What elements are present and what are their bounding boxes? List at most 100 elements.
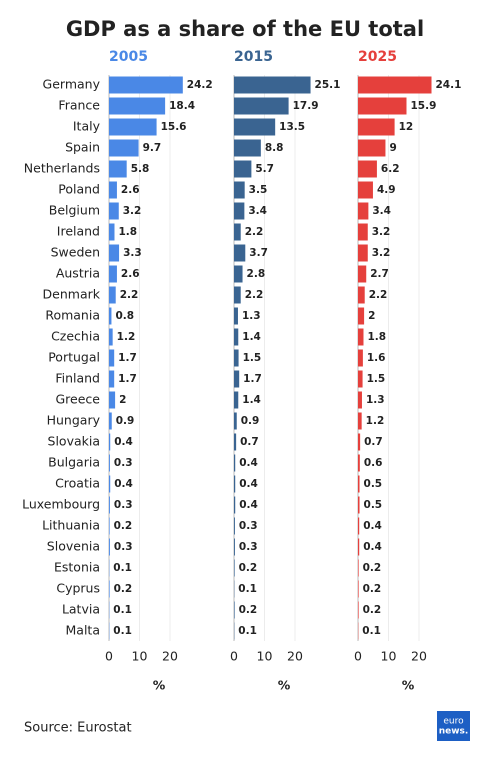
bar xyxy=(109,496,110,514)
x-tick-label: 10 xyxy=(257,649,273,664)
bar xyxy=(234,265,243,283)
x-axis-label: % xyxy=(153,678,166,693)
bar xyxy=(358,370,363,388)
value-label: 0.1 xyxy=(238,583,257,595)
value-label: 2.2 xyxy=(120,289,139,301)
x-axis-label: % xyxy=(278,678,291,693)
bar xyxy=(234,244,246,262)
x-tick-label: 20 xyxy=(162,649,178,664)
bar xyxy=(358,97,407,115)
bar xyxy=(109,538,110,556)
category-label: Slovakia xyxy=(48,434,100,449)
value-label: 24.1 xyxy=(436,79,462,91)
category-label: Latvia xyxy=(62,602,100,617)
bar xyxy=(234,475,236,493)
value-label: 8.8 xyxy=(265,142,284,154)
value-label: 17.9 xyxy=(293,100,319,112)
value-label: 0.6 xyxy=(364,457,383,469)
value-label: 0.4 xyxy=(239,499,258,511)
x-tick-label: 0 xyxy=(354,649,362,664)
bar xyxy=(358,328,364,346)
value-label: 0.4 xyxy=(114,478,133,490)
category-label: Sweden xyxy=(51,245,100,260)
bar xyxy=(358,580,359,598)
bar xyxy=(234,286,241,304)
bar xyxy=(234,349,239,367)
bar xyxy=(358,265,367,283)
chart-title: GDP as a share of the EU total xyxy=(66,17,424,41)
value-label: 0.3 xyxy=(114,457,133,469)
bar xyxy=(358,454,360,472)
value-label: 1.2 xyxy=(117,331,136,343)
category-label: Malta xyxy=(66,623,100,638)
value-label: 1.4 xyxy=(242,331,261,343)
bar xyxy=(358,496,360,514)
value-label: 2.8 xyxy=(247,268,266,280)
x-axis-label: % xyxy=(402,678,415,693)
bar xyxy=(234,496,236,514)
category-label: Estonia xyxy=(54,560,100,575)
bar xyxy=(234,76,311,94)
bar xyxy=(109,370,115,388)
category-label: Cyprus xyxy=(56,581,100,596)
value-label: 2.2 xyxy=(245,226,264,238)
value-label: 3.7 xyxy=(249,247,268,259)
bar xyxy=(358,412,362,430)
bar xyxy=(234,307,238,325)
value-label: 3.2 xyxy=(123,205,142,217)
x-tick-label: 0 xyxy=(230,649,238,664)
value-label: 3.3 xyxy=(123,247,142,259)
value-label: 4.9 xyxy=(377,184,396,196)
bar xyxy=(234,538,235,556)
bar xyxy=(234,517,235,535)
panel-title: 2025 xyxy=(358,49,397,65)
category-label: Poland xyxy=(58,182,100,197)
bar xyxy=(109,307,112,325)
value-label: 0.1 xyxy=(113,625,132,637)
bar xyxy=(109,412,112,430)
category-label: Belgium xyxy=(49,203,100,218)
value-label: 1.3 xyxy=(366,394,385,406)
category-label: France xyxy=(58,98,100,113)
category-label: Lithuania xyxy=(42,518,100,533)
value-label: 1.5 xyxy=(243,352,262,364)
value-label: 15.6 xyxy=(161,121,187,133)
bar xyxy=(109,433,111,451)
bar xyxy=(358,118,395,136)
bar xyxy=(358,181,373,199)
category-label: Finland xyxy=(55,371,100,386)
bar xyxy=(358,349,363,367)
bar xyxy=(109,97,166,115)
value-label: 2 xyxy=(368,310,375,322)
bar xyxy=(358,202,369,220)
category-label: Romania xyxy=(45,308,100,323)
category-label: Slovenia xyxy=(47,539,100,554)
value-label: 13.5 xyxy=(279,121,305,133)
bar xyxy=(234,412,237,430)
value-label: 0.4 xyxy=(363,541,382,553)
value-label: 3.2 xyxy=(372,226,391,238)
value-label: 5.7 xyxy=(255,163,274,175)
value-label: 0.5 xyxy=(364,499,383,511)
category-label: Portugal xyxy=(48,350,100,365)
value-label: 5.8 xyxy=(131,163,150,175)
value-label: 3.2 xyxy=(372,247,391,259)
bar xyxy=(358,76,432,94)
bar xyxy=(358,160,377,178)
bar xyxy=(109,580,110,598)
value-label: 0.9 xyxy=(116,415,135,427)
value-label: 1.3 xyxy=(242,310,261,322)
category-label: Denmark xyxy=(43,287,101,302)
value-label: 1.7 xyxy=(118,352,137,364)
logo xyxy=(437,711,470,741)
bar xyxy=(234,454,236,472)
value-label: 0.9 xyxy=(241,415,260,427)
bar xyxy=(234,202,245,220)
value-label: 0.1 xyxy=(238,625,257,637)
bar xyxy=(234,328,239,346)
x-tick-label: 10 xyxy=(381,649,397,664)
category-label: Italy xyxy=(73,119,101,134)
bar xyxy=(234,181,245,199)
value-label: 0.8 xyxy=(115,310,134,322)
bar xyxy=(234,97,289,115)
